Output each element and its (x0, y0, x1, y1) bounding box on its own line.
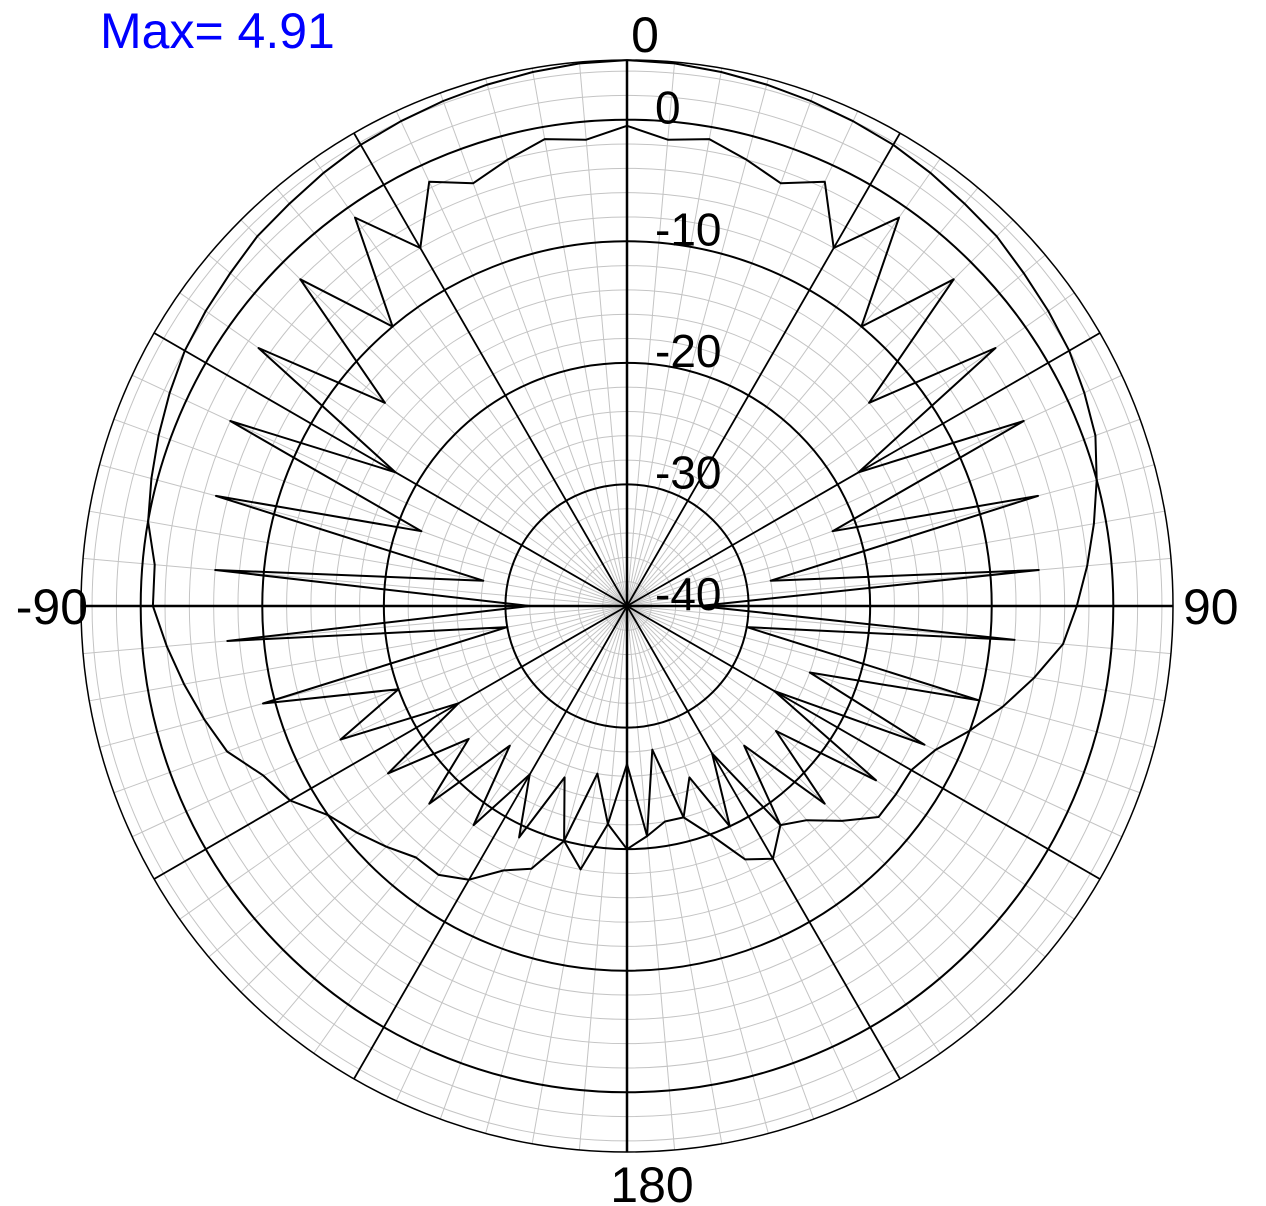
minor-spoke (626, 464, 1155, 607)
angle-tick-label: 180 (610, 1157, 693, 1206)
minor-spoke (439, 92, 628, 607)
minor-spoke (578, 62, 628, 607)
minor-spoke (626, 78, 769, 607)
minor-spoke (626, 605, 1014, 993)
minor-spoke (395, 605, 628, 1102)
minor-spoke (275, 605, 628, 1025)
minor-spoke (313, 158, 628, 607)
minor-spoke (208, 254, 628, 607)
series-layer (147, 59, 1098, 881)
minor-spoke (275, 187, 628, 607)
minor-spoke (626, 418, 1141, 607)
minor-spoke (626, 374, 1123, 607)
minor-spoke (240, 219, 628, 607)
angle-tick-label: -90 (16, 579, 88, 635)
minor-spoke (131, 374, 628, 607)
minor-spoke (626, 605, 1141, 794)
angle-tick-label: 0 (631, 7, 659, 63)
minor-spoke (485, 605, 628, 1134)
minor-spoke (626, 158, 941, 607)
minor-spoke (626, 605, 676, 1150)
minor-spoke (626, 605, 769, 1134)
minor-spoke (626, 605, 723, 1144)
series-line-2 (214, 124, 1040, 842)
major-spoke (626, 605, 1101, 880)
minor-spoke (208, 605, 628, 958)
radial-tick-label: -40 (655, 568, 721, 620)
minor-spoke (578, 605, 628, 1150)
major-spoke (626, 132, 901, 607)
minor-spoke (179, 292, 628, 607)
minor-spoke (626, 605, 1155, 748)
minor-spoke (113, 418, 628, 607)
minor-spoke (626, 605, 1123, 838)
max-value-label: Max= 4.91 (100, 3, 335, 59)
radial-tick-label: 0 (655, 82, 681, 134)
minor-spoke (626, 605, 859, 1102)
minor-spoke (626, 605, 1075, 920)
major-spoke (626, 605, 901, 1080)
minor-spoke (395, 110, 628, 607)
minor-spoke (626, 292, 1075, 607)
radial-tick-label: -10 (655, 203, 721, 255)
minor-spoke (179, 605, 628, 920)
minor-spoke (531, 605, 628, 1144)
minor-spoke (83, 605, 628, 655)
minor-spoke (313, 605, 628, 1054)
minor-spoke (626, 605, 979, 1025)
minor-spoke (439, 605, 628, 1120)
minor-spoke (626, 605, 1171, 655)
minor-spoke (99, 605, 628, 748)
minor-spoke (626, 605, 941, 1054)
minor-spoke (626, 187, 979, 607)
series-line-1 (147, 59, 1098, 881)
minor-spoke (83, 557, 628, 607)
minor-spoke (626, 110, 859, 607)
major-spoke (626, 332, 1101, 607)
minor-spoke (626, 605, 815, 1120)
minor-spoke (99, 464, 628, 607)
minor-spoke (240, 605, 628, 993)
minor-spoke (89, 510, 628, 607)
major-spoke (153, 332, 628, 607)
minor-spoke (626, 557, 1171, 607)
minor-spoke (89, 605, 628, 702)
angle-tick-label: 90 (1183, 579, 1239, 635)
minor-spoke (626, 605, 1046, 958)
minor-spoke (531, 68, 628, 607)
minor-spoke (113, 605, 628, 794)
minor-spoke (485, 78, 628, 607)
minor-spoke (626, 605, 1165, 702)
minor-spoke (626, 510, 1165, 607)
major-spoke (353, 132, 628, 607)
labels-layer: 0 -10 -20 -30 -40 0 90 180 -90 (16, 7, 1239, 1206)
minor-spoke (626, 68, 723, 607)
radial-tick-label: -30 (655, 446, 721, 498)
minor-spoke (626, 92, 815, 607)
minor-spoke (626, 62, 676, 607)
minor-spoke (131, 605, 628, 838)
minor-spoke (626, 254, 1046, 607)
major-spoke (153, 605, 628, 880)
radial-tick-label: -20 (655, 325, 721, 377)
minor-spoke (626, 219, 1014, 607)
major-spoke (353, 605, 628, 1080)
